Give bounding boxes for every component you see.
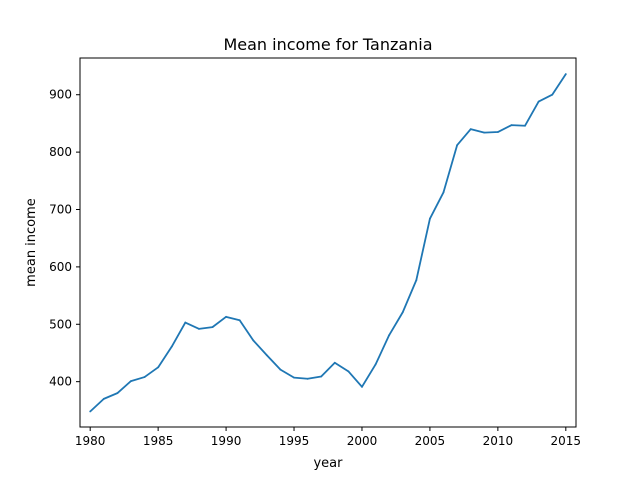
data-point (252, 339, 255, 342)
data-point (429, 217, 431, 220)
data-point (102, 397, 105, 400)
data-point (143, 376, 146, 378)
data-point (496, 131, 499, 133)
data-point (184, 321, 187, 324)
data-point (238, 319, 241, 322)
x-tick-label: 1995 (279, 434, 310, 448)
x-tick-label: 2005 (415, 434, 446, 448)
data-point (320, 375, 323, 378)
data-point (198, 327, 200, 330)
x-tick-label: 1980 (75, 434, 106, 448)
plot-frame (79, 57, 577, 428)
data-point (415, 279, 418, 281)
y-axis-label: mean income (24, 198, 39, 287)
data-point (333, 361, 336, 364)
data-point (469, 128, 472, 131)
data-point (89, 410, 92, 413)
x-tick-label: 2010 (483, 434, 514, 448)
data-point (510, 124, 513, 127)
data-point (306, 377, 309, 380)
data-point (537, 100, 540, 103)
data-point (279, 368, 282, 371)
data-point (157, 366, 160, 369)
data-point (551, 93, 554, 96)
y-tick-label: 900 (49, 88, 72, 102)
y-tick-label: 700 (49, 203, 72, 217)
x-tick-label: 1990 (211, 434, 242, 448)
data-point (347, 370, 350, 373)
data-point (483, 131, 486, 134)
data-point (374, 363, 377, 366)
x-tick-label: 2015 (551, 434, 582, 448)
data-point (524, 124, 526, 127)
series-line (89, 73, 567, 413)
y-tick-label: 800 (49, 145, 72, 159)
data-point (442, 191, 445, 194)
data-point (361, 385, 363, 388)
data-point (265, 354, 268, 357)
data-point (116, 392, 119, 395)
y-tick-label: 400 (49, 375, 72, 389)
data-point (211, 326, 214, 329)
data-point (456, 144, 458, 147)
data-point (130, 380, 132, 382)
data-point (293, 376, 295, 379)
y-tick-label: 600 (49, 260, 72, 274)
x-tick-label: 1985 (143, 434, 174, 448)
x-tick-label: 2000 (347, 434, 378, 448)
chart-title: Mean income for Tanzania (223, 35, 432, 54)
x-axis-label: year (313, 456, 343, 471)
data-point (388, 334, 391, 337)
data-point (225, 315, 227, 318)
data-point (170, 345, 173, 348)
data-point (564, 73, 567, 75)
data-point (401, 311, 404, 314)
y-tick-label: 500 (49, 317, 72, 331)
